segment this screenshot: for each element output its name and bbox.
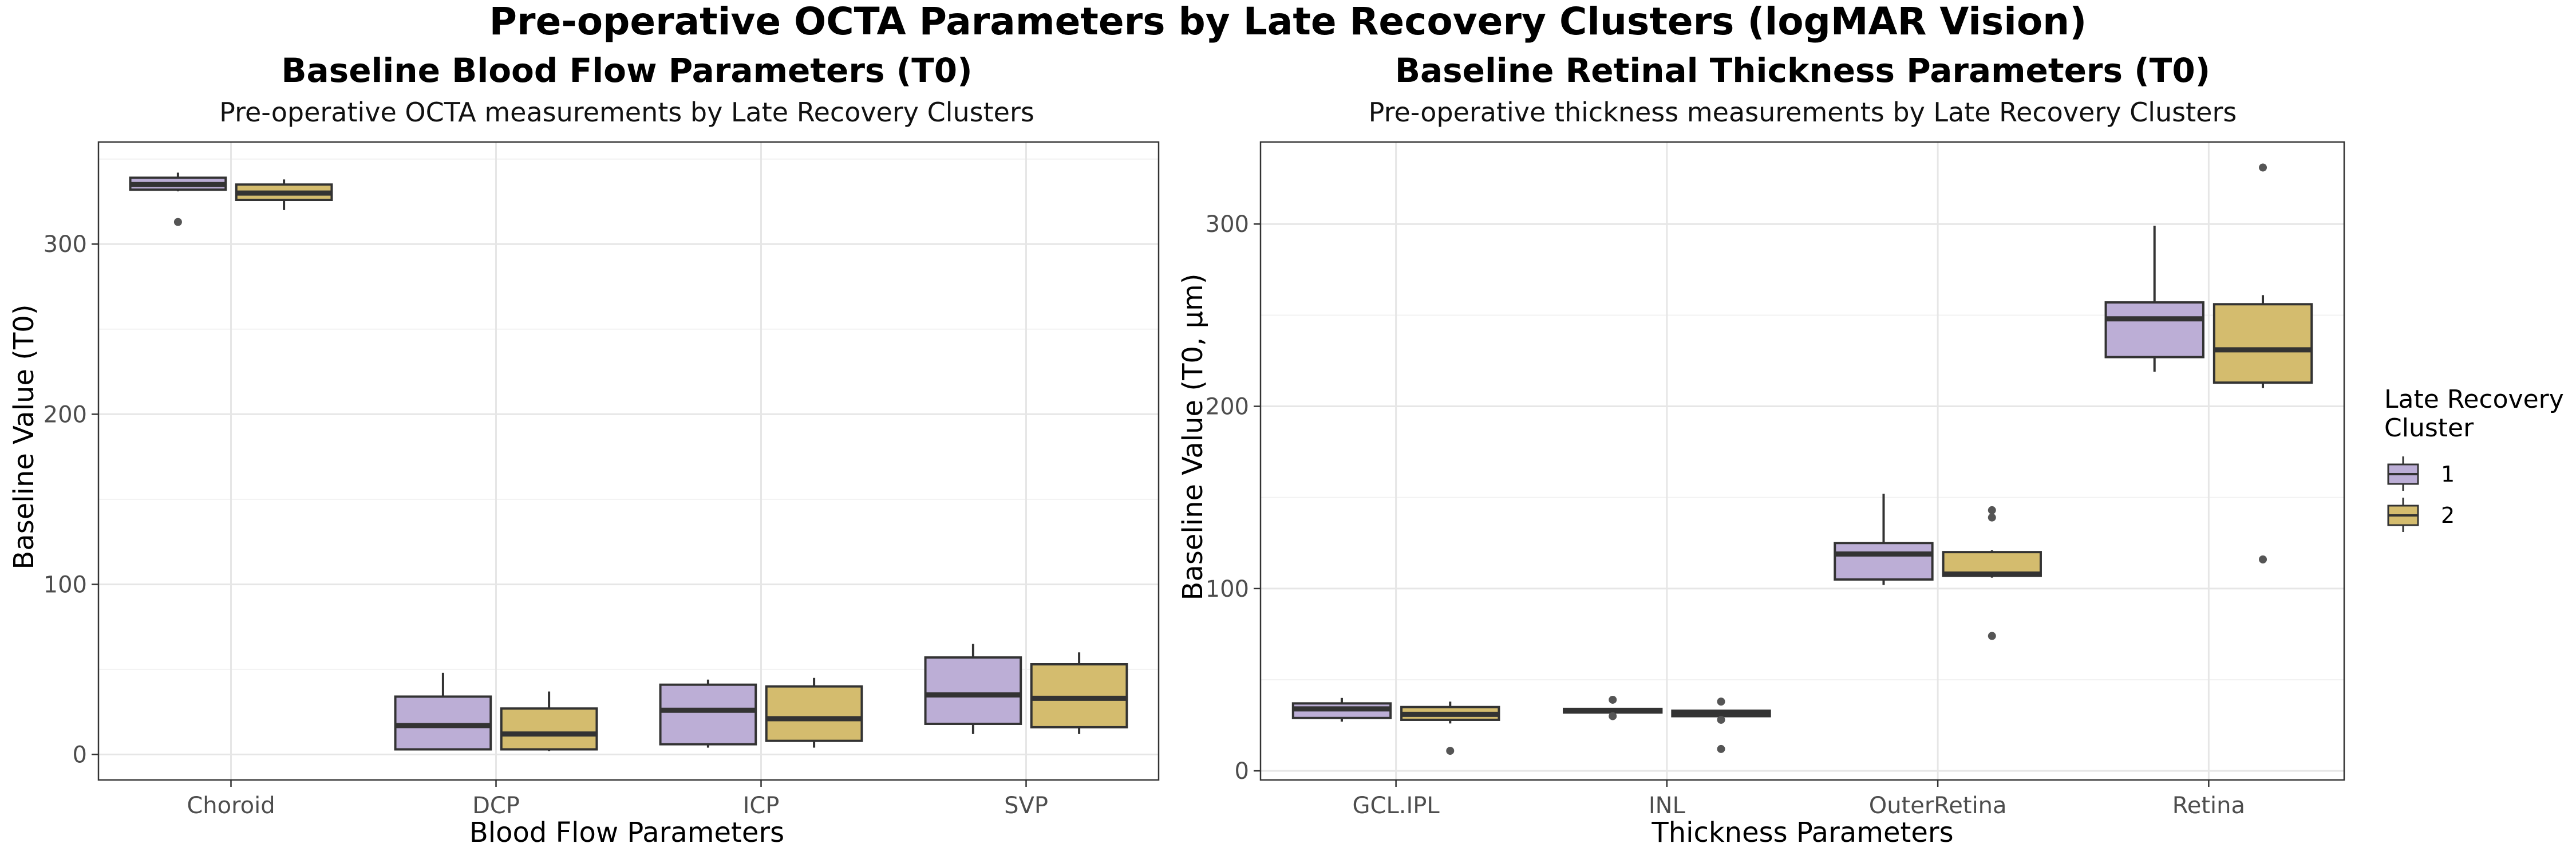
chart1-box-DCP-cluster-2	[500, 691, 598, 751]
legend-keys	[2387, 456, 2419, 532]
chart2-ytick-label: 0	[1235, 758, 1249, 785]
outlier-point	[1988, 513, 1996, 522]
chart1-box-ICP-cluster-1	[659, 679, 757, 748]
box-iqr	[500, 707, 598, 751]
chart2-box-OuterRetina-cluster-1	[1834, 494, 1934, 585]
chart2-ytick-label: 200	[1206, 394, 1249, 420]
outlier-point	[1717, 744, 1725, 753]
chart2-xtick-label: OuterRetina	[1869, 793, 2007, 819]
chart2-subtitle: Pre-operative thickness measurements by …	[1369, 97, 2237, 128]
outlier-point	[1988, 506, 1996, 514]
chart1-box-SVP-cluster-1	[924, 644, 1022, 734]
chart1-box-SVP-cluster-2	[1030, 652, 1128, 734]
chart2-plot-area: 0 100 200 300 GCL.IPL INL OuterRetina Retina	[1206, 141, 2345, 819]
chart2-box-INL-cluster-2	[1671, 698, 1771, 753]
chart1-box-DCP-cluster-1	[394, 672, 492, 751]
chart1-plot-area: 0 100 200 300 Choroid DCP ICP SVP	[44, 141, 1160, 819]
legend-key-1	[2387, 456, 2419, 491]
chart1-ytick-label: 100	[44, 572, 87, 598]
outlier-point	[173, 218, 182, 226]
chart1-xtick-label: DCP	[472, 793, 520, 819]
chart1-title: Baseline Blood Flow Parameters (T0)	[281, 51, 972, 90]
chart2-xtick-label: Retina	[2172, 793, 2245, 819]
legend-title-line2: Cluster	[2384, 413, 2474, 443]
chart2-box-Retina-cluster-1	[2104, 226, 2204, 372]
box-iqr	[2104, 301, 2204, 358]
chart1-box-ICP-cluster-2	[765, 677, 863, 748]
chart1-xtick-label: SVP	[1004, 793, 1048, 819]
chart2-box-GCL.IPL-cluster-1	[1291, 698, 1392, 722]
chart2-box-GCL.IPL-cluster-2	[1400, 702, 1500, 755]
chart2-panel-border	[1259, 141, 2345, 781]
chart1-ytick-label: 0	[73, 742, 87, 768]
outlier-point	[2259, 555, 2267, 564]
box-iqr	[924, 656, 1022, 725]
legend-label-1: 1	[2441, 462, 2455, 487]
chart2-xtick-label: GCL.IPL	[1353, 793, 1440, 819]
outlier-point	[1446, 747, 1455, 755]
figure-title: Pre-operative OCTA Parameters by Late Re…	[489, 0, 2087, 44]
chart2-box-Retina-cluster-2	[2212, 163, 2313, 564]
box-iqr	[2212, 303, 2313, 384]
chart1-box-Choroid-cluster-2	[235, 179, 333, 210]
legend-title-line1: Late Recovery	[2384, 385, 2564, 414]
box-iqr	[659, 683, 757, 746]
chart1-ytick-label: 300	[44, 231, 87, 258]
chart1-ytick-label: 200	[44, 401, 87, 428]
chart2-ytick-label: 100	[1206, 576, 1249, 602]
chart2-ylabel: Baseline Value (T0, µm)	[1177, 274, 1209, 601]
chart1-box-Choroid-cluster-1	[129, 172, 227, 226]
chart1-xlabel: Blood Flow Parameters	[469, 817, 784, 849]
chart2-xtick-label: INL	[1649, 793, 1686, 819]
outlier-point	[2259, 163, 2267, 172]
chart1-ylabel: Baseline Value (T0)	[8, 304, 40, 569]
legend-label-2: 2	[2441, 503, 2455, 528]
chart2-ytick-label: 300	[1206, 211, 1249, 238]
chart2-title: Baseline Retinal Thickness Parameters (T…	[1395, 51, 2210, 90]
chart2-box-INL-cluster-1	[1563, 695, 1663, 720]
outlier-point	[1717, 698, 1725, 706]
outlier-point	[1988, 632, 1996, 640]
outlier-point	[1717, 715, 1725, 724]
legend: Late Recovery Cluster 1 2	[2384, 385, 2564, 532]
chart1-xtick-label: ICP	[743, 793, 780, 819]
outlier-point	[1609, 712, 1617, 720]
chart1-xtick-label: Choroid	[187, 793, 275, 819]
chart1-subtitle: Pre-operative OCTA measurements by Late …	[219, 97, 1034, 128]
box-iqr	[765, 685, 863, 742]
chart2-xlabel: Thickness Parameters	[1651, 817, 1953, 849]
chart2-box-OuterRetina-cluster-2	[1942, 506, 2042, 640]
outlier-point	[1609, 695, 1617, 704]
chart1-panel-border	[97, 141, 1160, 781]
box-iqr	[1834, 542, 1934, 581]
legend-key-2	[2387, 498, 2419, 532]
